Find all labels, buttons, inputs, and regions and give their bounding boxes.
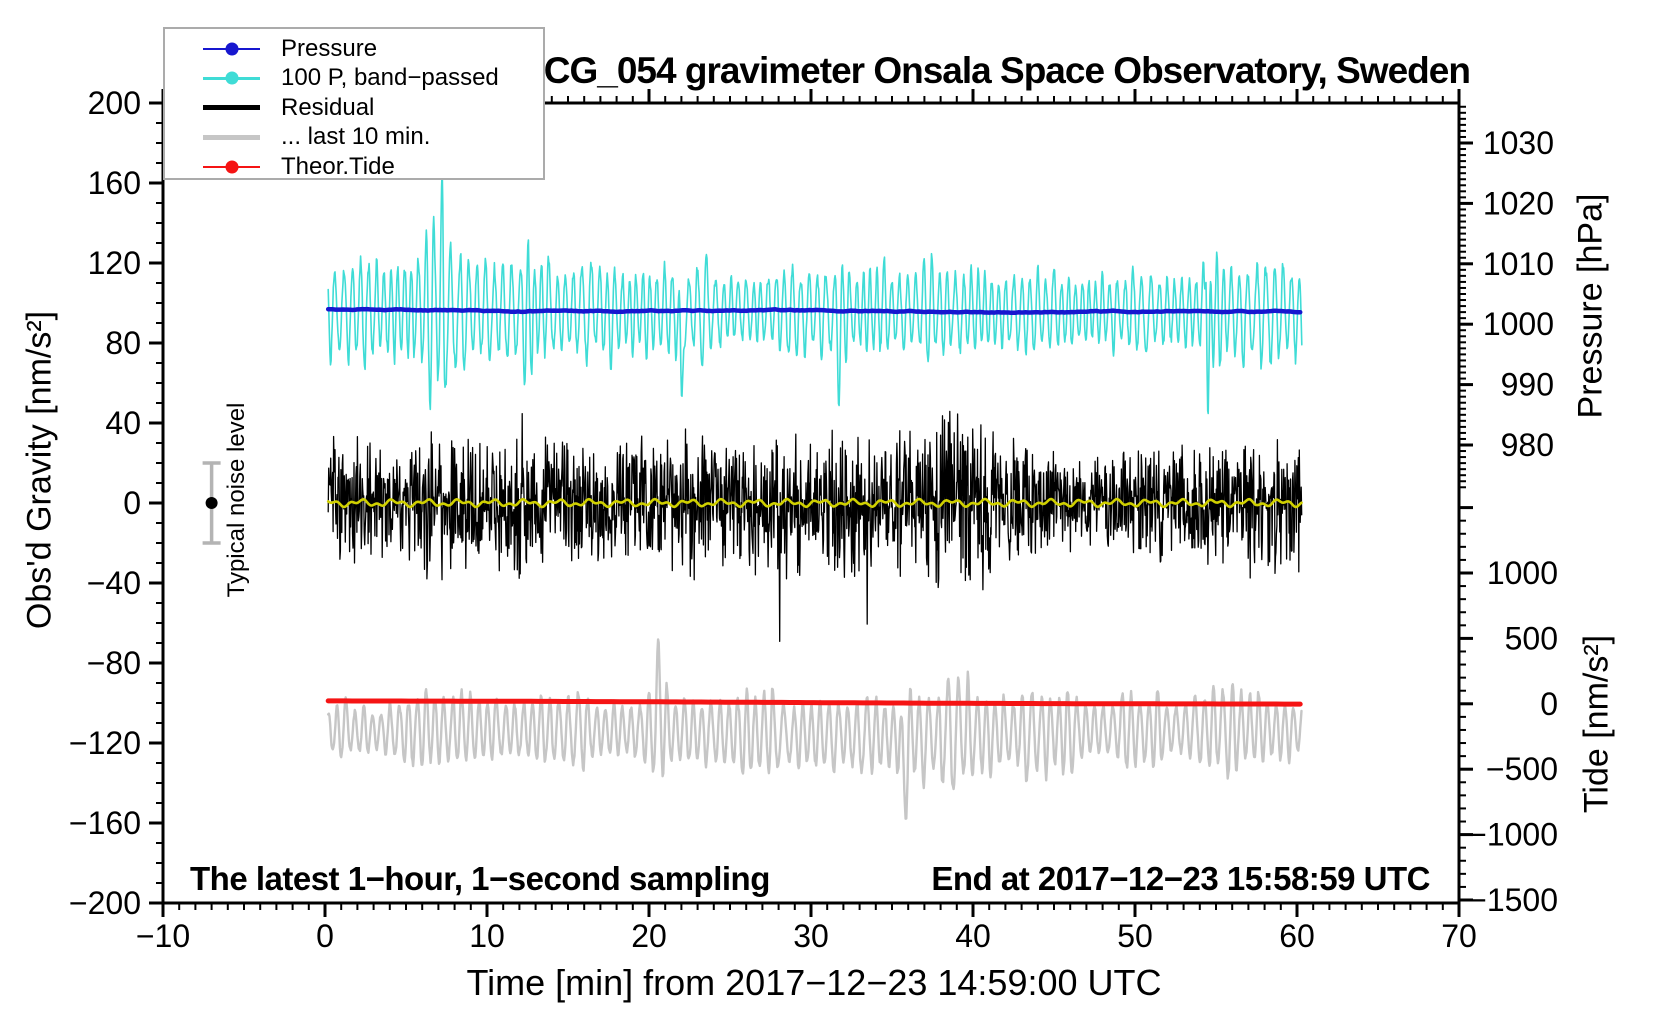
legend-item-label: 100 P, band−passed [281, 64, 499, 92]
left-axis-label: Obs'd Gravity [nm/s²] [20, 310, 59, 630]
legend-item: Pressure [165, 34, 543, 64]
left-tick-label: 160 [88, 165, 141, 201]
legend-item-label: Residual [281, 93, 375, 121]
bottom-tick-label: 40 [955, 918, 991, 954]
tide-tick-label: 1000 [1487, 555, 1558, 591]
legend-sample-line [203, 105, 260, 111]
tide-tick-label: 500 [1505, 620, 1558, 656]
tide-tick-label: −1000 [1468, 817, 1558, 853]
legend-item: Residual [165, 93, 543, 123]
residual-smooth-series [326, 497, 1303, 509]
bottom-tick-label: 70 [1441, 918, 1477, 954]
legend-sample-line [203, 160, 260, 174]
tide-axis-label: Tide [nm/s²] [1577, 634, 1616, 814]
legend: Pressure 100 P, band−passed Residual... la… [163, 27, 545, 180]
legend-sample-line [203, 134, 260, 140]
bottom-tick-label: 0 [316, 918, 334, 954]
pressure-series [325, 306, 1303, 316]
legend-item-label: ... last 10 min. [281, 123, 431, 151]
bottom-tick-label: 50 [1117, 918, 1153, 954]
pressure-tick-label: 1020 [1483, 185, 1554, 221]
tide-tick-label: 0 [1540, 686, 1558, 722]
bottom-tick-label: −10 [136, 918, 190, 954]
legend-item-label: Pressure [281, 34, 378, 62]
legend-item: ... last 10 min. [165, 123, 543, 153]
legend-sample-line [203, 71, 260, 85]
bottom-tick-label: 20 [631, 918, 667, 954]
pressure-tick-label: 990 [1501, 367, 1554, 403]
noise-level-label: Typical noise level [223, 402, 250, 598]
legend-item: 100 P, band−passed [165, 64, 543, 94]
last10-series [327, 638, 1303, 820]
tide-tick-label: −1500 [1468, 882, 1558, 918]
bottom-tick-label: 30 [793, 918, 829, 954]
bottom-tick-label: 10 [469, 918, 505, 954]
left-tick-label: 80 [105, 325, 141, 361]
chart-title: SCG_054 gravimeter Onsala Space Observat… [520, 50, 1471, 91]
sampling-note: The latest 1−hour, 1−second sampling [190, 860, 770, 897]
left-tick-label: 0 [123, 485, 141, 521]
legend-sample-line [203, 42, 260, 56]
pressure-axis-label: Pressure [hPa] [1571, 193, 1610, 419]
pressure-tick-label: 1030 [1483, 125, 1554, 161]
pressure-tick-label: 980 [1501, 427, 1554, 463]
legend-item: Theor.Tide [165, 152, 543, 182]
x-axis-label: Time [min] from 2017−12−23 14:59:00 UTC [466, 962, 1162, 1003]
legend-marker-dot [225, 160, 238, 174]
noise-level-dot [205, 497, 218, 509]
theor-tide-series [325, 698, 1303, 707]
axis-ticks [149, 89, 1473, 917]
left-tick-label: 120 [88, 245, 141, 281]
pressure-tick-label: 1010 [1483, 246, 1554, 282]
left-tick-label: −160 [69, 805, 141, 841]
left-tick-label: 40 [105, 405, 141, 441]
left-tick-label: −200 [69, 885, 141, 921]
left-tick-label: −40 [87, 565, 141, 601]
legend-marker-dot [225, 71, 238, 85]
pressure-tick-label: 1000 [1483, 306, 1554, 342]
legend-item-label: Theor.Tide [281, 152, 395, 180]
legend-marker-dot [225, 42, 238, 56]
end-time-note: End at 2017−12−23 15:58:59 UTC [931, 860, 1430, 897]
tide-tick-label: −500 [1486, 751, 1558, 787]
band-passed-series [327, 169, 1303, 415]
left-tick-label: −120 [69, 725, 141, 761]
left-tick-label: 200 [88, 85, 141, 121]
bottom-tick-label: 60 [1279, 918, 1315, 954]
left-tick-label: −80 [87, 645, 141, 681]
residual-series [327, 410, 1303, 643]
